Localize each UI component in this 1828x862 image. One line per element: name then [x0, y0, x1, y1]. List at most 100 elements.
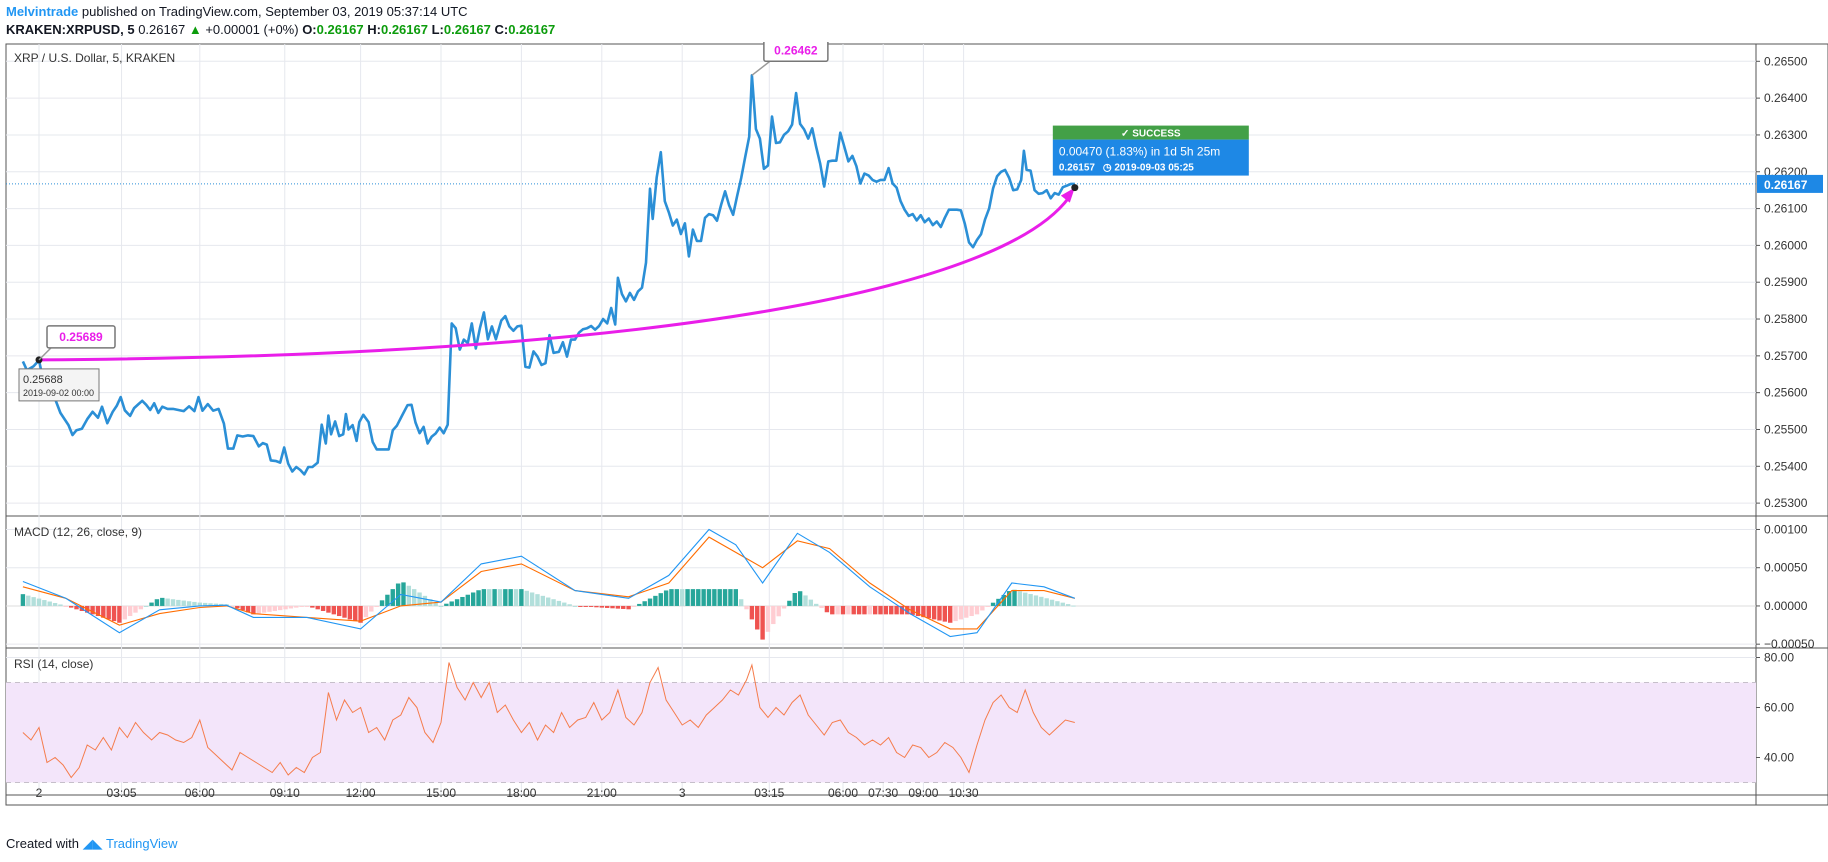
x-tick-label: 2	[36, 786, 43, 800]
macd-histogram-bar	[481, 589, 487, 606]
start-tooltip-price: 0.25688	[23, 374, 63, 386]
x-tick-label: 21:00	[587, 786, 617, 800]
x-tick-label: 07:30	[868, 786, 898, 800]
macd-histogram-bar	[889, 605, 894, 615]
macd-histogram-bar	[653, 595, 658, 606]
macd-histogram-bar	[706, 589, 712, 606]
open-value: 0.26167	[316, 22, 364, 37]
macd-histogram-bar	[588, 605, 594, 607]
peak-label-pointer	[751, 60, 771, 76]
publisher-name[interactable]: Melvintrade	[6, 4, 79, 19]
rsi-band	[6, 682, 1756, 783]
macd-histogram-bar	[615, 605, 621, 609]
y-tick-label: 0.25700	[1764, 349, 1808, 363]
x-tick-label: 06:00	[828, 786, 858, 800]
footer: Created with ◢◣ TradingView	[6, 836, 178, 852]
chart-header: Melvintrade published on TradingView.com…	[0, 0, 1828, 42]
macd-histogram-bar	[604, 605, 610, 608]
macd-histogram-bar	[358, 605, 363, 623]
macd-histogram-bar	[953, 605, 958, 622]
macd-histogram-bar	[872, 605, 878, 615]
macd-histogram-bar	[1001, 594, 1006, 606]
y-tick-label: 40.00	[1764, 751, 1794, 765]
x-tick-label: 12:00	[346, 786, 376, 800]
macd-histogram-bar	[272, 605, 278, 611]
macd-histogram-bar	[470, 592, 476, 606]
macd-histogram-bar	[197, 602, 202, 606]
macd-histogram-bar	[1012, 589, 1017, 606]
macd-histogram-bar	[122, 605, 127, 620]
macd-histogram-bar	[240, 605, 245, 611]
macd-histogram-bar	[395, 583, 401, 606]
created-with-text: Created with	[6, 836, 79, 851]
publish-line: Melvintrade published on TradingView.com…	[6, 2, 468, 22]
macd-histogram-bar	[90, 605, 95, 615]
macd-histogram-bar	[808, 599, 814, 606]
macd-histogram-bar	[261, 605, 267, 613]
start-tooltip	[18, 368, 100, 402]
annotation-layer: 0.26167 0.25689 0.25688 2019-09-02 00:00 0.2…	[6, 42, 1823, 402]
macd-histogram-bar	[1006, 591, 1012, 606]
macd-histogram-bar	[476, 590, 481, 606]
y-tick-label: 0.25800	[1764, 312, 1808, 326]
macd-histogram-bar	[969, 605, 974, 617]
macd-histogram-bar	[106, 605, 111, 620]
low-label: L:	[431, 22, 444, 37]
current-price-label: 0.26167	[1764, 178, 1808, 192]
macd-histogram-bar	[942, 605, 948, 622]
macd-histogram-bar	[642, 601, 647, 606]
macd-histogram-bar	[1065, 604, 1071, 606]
x-tick-label: 03:05	[107, 786, 137, 800]
macd-histogram-bar	[674, 589, 680, 606]
macd-histogram-bar	[256, 605, 261, 614]
macd-histogram-bar	[1055, 601, 1060, 606]
macd-histogram-bar	[685, 589, 690, 606]
macd-histogram-bar	[851, 605, 856, 615]
macd-histogram-bar	[235, 605, 240, 609]
macd-histogram-bar	[931, 605, 937, 620]
macd-histogram-bar	[267, 605, 272, 612]
macd-histogram-bar	[52, 602, 58, 606]
tradingview-brand[interactable]: TradingView	[106, 836, 178, 851]
x-tick-label: 3	[679, 786, 686, 800]
macd-histogram-bar	[690, 589, 696, 606]
pane-title: RSI (14, close)	[14, 657, 93, 671]
y-tick-label: 0.26400	[1764, 91, 1808, 105]
macd-histogram-bar	[717, 589, 722, 606]
macd-histogram-bar	[213, 603, 219, 606]
y-tick-label: 0.25400	[1764, 459, 1808, 473]
macd-histogram-bar	[776, 605, 781, 617]
macd-histogram-bar	[867, 605, 872, 615]
y-tick-label: 0.25500	[1764, 422, 1808, 436]
tradingview-logo-icon[interactable]: ◢◣	[82, 836, 103, 851]
macd-histogram-bar	[315, 605, 320, 610]
macd-histogram-bar	[278, 605, 283, 611]
macd-histogram-bar	[722, 589, 728, 606]
macd-histogram-bar	[460, 596, 465, 606]
end-point-marker	[1071, 184, 1079, 192]
start-label-pointer	[38, 347, 52, 361]
macd-histogram-bar	[154, 599, 160, 606]
success-banner	[1052, 125, 1249, 140]
x-tick-label: 10:30	[949, 786, 979, 800]
price-change: +0.00001 (+0%)	[205, 22, 299, 37]
chart-frame[interactable]: 2 03:05 06:00 09:10 12:00 15:00 18:00 21:00 3 03:…	[0, 42, 1828, 828]
start-tooltip-date: 2019-09-02 00:00	[23, 388, 94, 398]
macd-histogram-bar	[186, 601, 192, 606]
macd-histogram-bar	[58, 604, 63, 606]
macd-histogram-bar	[964, 605, 969, 618]
macd-histogram-bar	[363, 605, 369, 618]
x-tick-label: 06:00	[185, 786, 215, 800]
macd-histogram-bar	[417, 592, 422, 606]
macd-histogram-bar	[631, 605, 637, 607]
macd-histogram-bar	[47, 601, 52, 606]
macd-histogram-bar	[878, 605, 883, 615]
x-tick-label: 03:15	[754, 786, 784, 800]
outer-border	[5, 43, 1828, 806]
macd-histogram-bar	[111, 605, 117, 622]
macd-histogram-bar	[883, 605, 889, 615]
macd-histogram-bar	[556, 600, 562, 606]
macd-histogram-bar	[1039, 596, 1044, 606]
macd-histogram-bar	[165, 598, 170, 606]
success-price-text: 0.26157	[1059, 163, 1096, 174]
